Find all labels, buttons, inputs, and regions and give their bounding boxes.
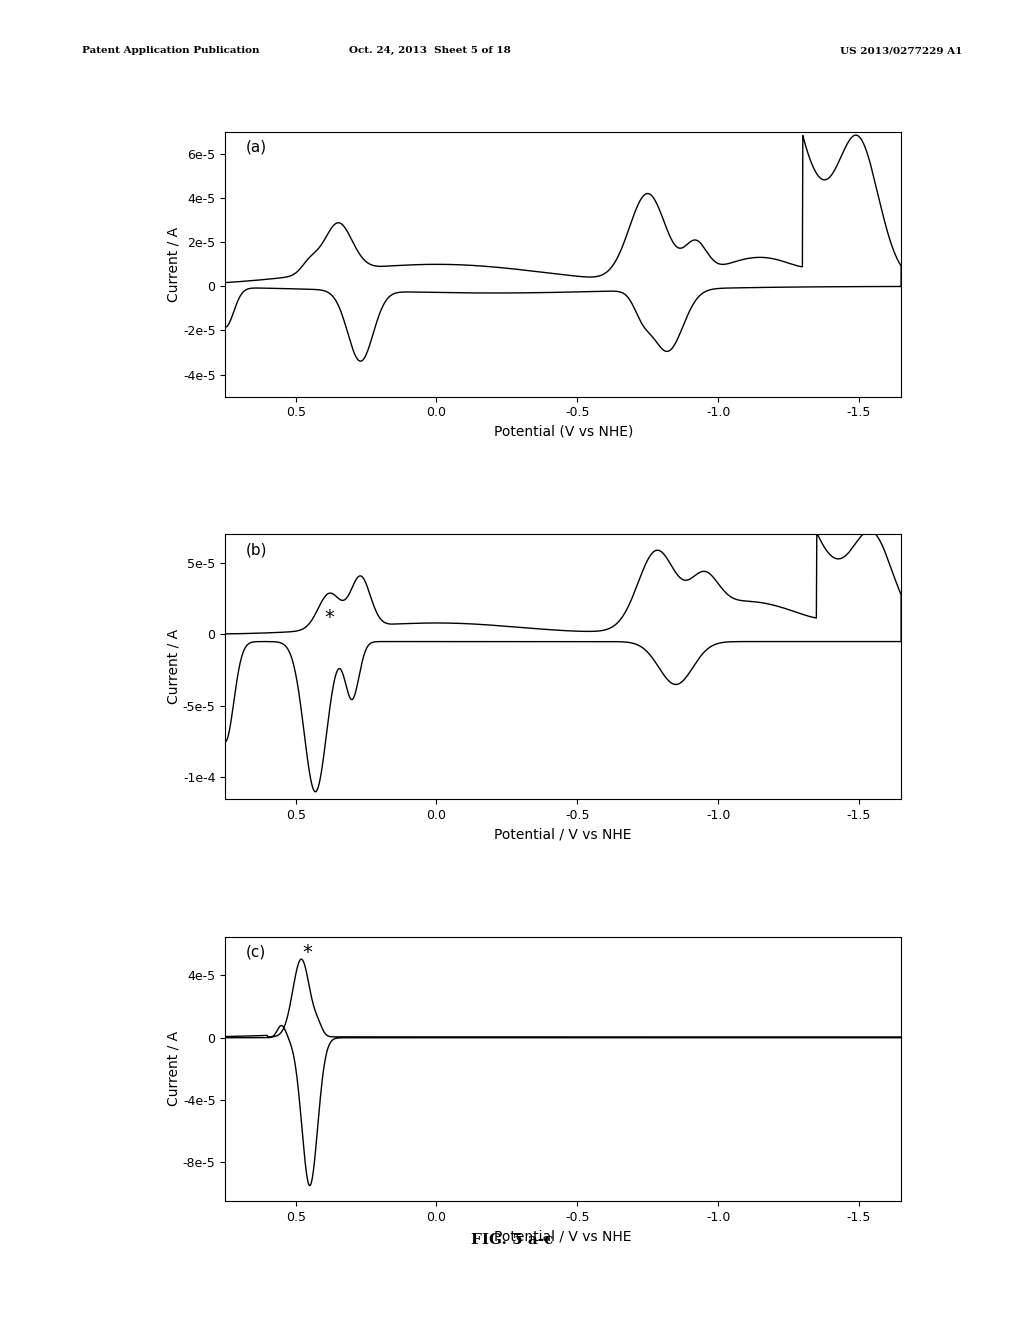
- X-axis label: Potential / V vs NHE: Potential / V vs NHE: [495, 828, 632, 841]
- Text: US 2013/0277229 A1: US 2013/0277229 A1: [840, 46, 963, 55]
- Y-axis label: Current / A: Current / A: [166, 1031, 180, 1106]
- Text: *: *: [325, 607, 335, 627]
- Text: (a): (a): [246, 140, 266, 154]
- Text: Patent Application Publication: Patent Application Publication: [82, 46, 259, 55]
- Text: FIG. 5 a-c: FIG. 5 a-c: [471, 1233, 553, 1247]
- X-axis label: Potential (V vs NHE): Potential (V vs NHE): [494, 425, 633, 440]
- Text: (c): (c): [246, 945, 266, 960]
- Y-axis label: Current / A: Current / A: [166, 630, 180, 704]
- Y-axis label: Current / A: Current / A: [166, 227, 180, 302]
- Text: *: *: [302, 942, 312, 961]
- Text: Oct. 24, 2013  Sheet 5 of 18: Oct. 24, 2013 Sheet 5 of 18: [349, 46, 511, 55]
- Text: (b): (b): [246, 543, 267, 557]
- X-axis label: Potential / V vs NHE: Potential / V vs NHE: [495, 1229, 632, 1243]
